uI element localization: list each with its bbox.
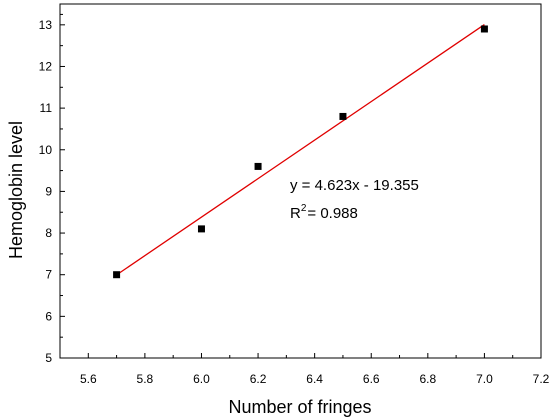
x-tick-label: 6.6 (363, 372, 380, 386)
x-tick-label: 5.8 (137, 372, 154, 386)
data-point (197, 225, 205, 233)
x-axis-title: Number of fringes (228, 397, 371, 417)
x-tick-label: 6.2 (250, 372, 267, 386)
fit-line-group (116, 24, 485, 276)
plot-area (59, 3, 542, 359)
x-tick-label: 7.2 (533, 372, 550, 386)
y-axis-ticks: 5 6 7 8 9 10 11 12 13 (39, 13, 65, 365)
data-point (480, 25, 488, 33)
x-axis-ticks: 5.6 5.8 6.0 6.2 6.4 6.6 6.8 7.0 7.2 (80, 353, 550, 386)
data-point (339, 112, 347, 120)
regression-equation: y = 4.623x - 19.355 (290, 177, 419, 194)
data-point (113, 271, 121, 279)
y-tick-label: 10 (39, 143, 53, 157)
y-tick-label: 13 (39, 18, 53, 32)
y-tick-label: 11 (40, 101, 53, 115)
y-tick-label: 8 (45, 226, 52, 240)
y-tick-label: 7 (45, 268, 52, 282)
y-tick-label: 12 (39, 59, 53, 73)
r-squared-exponent: 2 (301, 203, 307, 214)
x-tick-label: 6.0 (193, 372, 210, 386)
data-points (113, 25, 488, 279)
y-axis-title: Hemoglobin level (6, 121, 26, 259)
data-point (254, 162, 262, 170)
r-squared-label: R2= 0.988 (290, 203, 358, 222)
r-squared-prefix: R (290, 205, 301, 222)
y-tick-label: 5 (45, 351, 52, 365)
y-tick-label: 9 (45, 184, 52, 198)
x-tick-label: 5.6 (80, 372, 97, 386)
x-tick-label: 6.8 (419, 372, 436, 386)
r-squared-value: = 0.988 (307, 205, 357, 222)
x-tick-label: 6.4 (306, 372, 323, 386)
y-tick-label: 6 (45, 309, 52, 323)
plot-frame (59, 3, 542, 359)
regression-line (116, 24, 485, 276)
x-tick-label: 7.0 (476, 372, 493, 386)
